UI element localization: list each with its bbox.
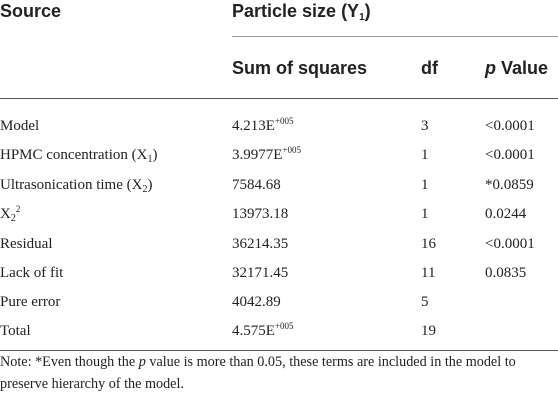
- table-bottom-rule: [0, 350, 558, 351]
- row-x2-squared-p: 0.0244: [485, 206, 527, 222]
- header-particle-size-subscript: 1: [359, 12, 365, 23]
- row-ultrasonication-df: 1: [421, 177, 429, 193]
- row-hpmc-ss-exp: +005: [282, 145, 301, 155]
- row-x2-squared-df: 1: [421, 206, 429, 222]
- row-lack-of-fit-p: 0.0835: [485, 265, 527, 281]
- row-total-source: Total: [0, 323, 31, 339]
- row-hpmc-source: HPMC concentration (X1): [0, 146, 158, 165]
- row-model-p: <0.0001: [485, 118, 535, 134]
- header-p-italic: p: [485, 58, 496, 78]
- row-model-source: Model: [0, 118, 40, 134]
- row-residual-p: <0.0001: [485, 236, 535, 252]
- row-residual-source: Residual: [0, 236, 53, 252]
- row-hpmc-p: <0.0001: [485, 147, 535, 163]
- row-lack-of-fit-df: 11: [421, 265, 436, 281]
- row-total-ss-base: 4.575E: [232, 323, 275, 339]
- row-model-df: 3: [421, 118, 429, 134]
- row-total-df: 19: [421, 323, 436, 339]
- row-model-ss: 4.213E+005: [232, 117, 294, 135]
- row-ultrasonication-source: Ultrasonication time (X2): [0, 176, 153, 195]
- row-total-ss-exp: +005: [274, 321, 294, 331]
- row-total-ss: 4.575E+005: [232, 322, 294, 340]
- row-ultrasonication-source-sub: 2: [142, 184, 148, 195]
- row-x2-squared-base: X: [0, 206, 11, 222]
- row-x2-squared-source: X22: [0, 204, 21, 224]
- row-ultrasonication-ss: 7584.68: [232, 177, 281, 193]
- header-bottom-rule: [0, 98, 558, 99]
- header-sum-of-squares: Sum of squares: [232, 58, 368, 78]
- header-particle-size: Particle size (Y1): [232, 1, 371, 23]
- row-x2-squared-sup: 2: [15, 204, 21, 214]
- row-hpmc-ss-base: 3.9977E: [232, 147, 283, 163]
- header-subrule: [232, 36, 558, 37]
- row-x2-squared-ss: 13973.18: [232, 206, 289, 222]
- note-p-italic: p: [138, 354, 146, 370]
- row-hpmc-source-close: ): [152, 147, 158, 163]
- row-x2-squared-sub: 2: [10, 213, 16, 224]
- row-ultrasonication-source-base: Ultrasonication time (X: [0, 177, 143, 193]
- row-ultrasonication-p: *0.0859: [485, 177, 534, 193]
- header-particle-size-close: ): [364, 1, 371, 21]
- row-pure-error-ss: 4042.89: [232, 294, 281, 310]
- header-value-text: Value: [496, 58, 549, 78]
- table-note: Note: *Even though the p value is more t…: [0, 351, 556, 395]
- row-lack-of-fit-source: Lack of fit: [0, 265, 64, 281]
- note-part1: Note: *Even though the: [0, 354, 139, 370]
- header-df: df: [421, 58, 438, 78]
- row-residual-df: 16: [421, 236, 436, 252]
- row-model-ss-exp: +005: [274, 116, 294, 126]
- header-source: Source: [0, 1, 62, 21]
- row-hpmc-source-sub: 1: [147, 154, 153, 165]
- row-lack-of-fit-ss: 32171.45: [232, 265, 289, 281]
- row-residual-ss: 36214.35: [232, 236, 289, 252]
- row-hpmc-source-base: HPMC concentration (X: [0, 147, 148, 163]
- row-pure-error-df: 5: [421, 294, 429, 310]
- row-hpmc-df: 1: [421, 147, 429, 163]
- row-ultrasonication-source-close: ): [147, 177, 153, 193]
- header-particle-size-text: Particle size (Y: [232, 1, 360, 21]
- row-model-ss-base: 4.213E: [232, 118, 275, 134]
- row-hpmc-ss: 3.9977E+005: [232, 146, 301, 164]
- note-part2: value is more than 0.05, these terms are…: [0, 354, 516, 392]
- row-pure-error-source: Pure error: [0, 294, 61, 310]
- header-p-value: p Value: [485, 58, 548, 79]
